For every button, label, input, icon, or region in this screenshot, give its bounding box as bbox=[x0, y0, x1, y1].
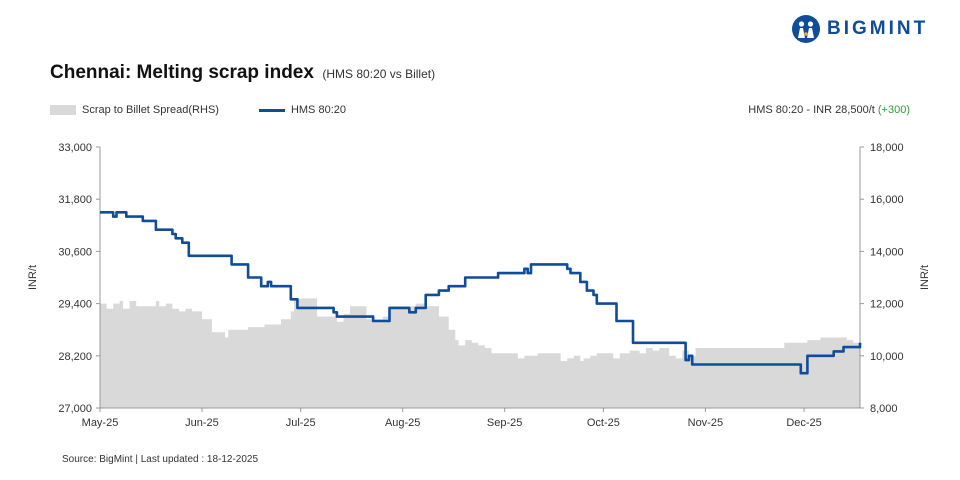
y-left-tick-label: 28,200 bbox=[58, 351, 92, 363]
y-right-tick-label: 18,000 bbox=[870, 142, 904, 154]
latest-price-label: HMS 80:20 - INR 28,500/t bbox=[748, 104, 878, 116]
x-tick-label: Dec-25 bbox=[786, 417, 821, 429]
latest-price: HMS 80:20 - INR 28,500/t (+300) bbox=[748, 104, 910, 116]
y-right-axis-title: INR/t bbox=[919, 265, 931, 290]
y-right-tick-label: 16,000 bbox=[870, 194, 904, 206]
source-note: Source: BigMint | Last updated : 18-12-2… bbox=[62, 454, 259, 465]
people-logo-icon bbox=[792, 15, 820, 43]
x-tick-label: Sep-25 bbox=[487, 417, 522, 429]
legend-item-spread: Scrap to Billet Spread(RHS) bbox=[50, 104, 219, 116]
legend-label-hms: HMS 80:20 bbox=[290, 104, 346, 116]
chart-legend: Scrap to Billet Spread(RHS) HMS 80:20 bbox=[50, 104, 386, 116]
x-tick-label: Nov-25 bbox=[688, 417, 723, 429]
latest-price-change: (+300) bbox=[877, 104, 910, 116]
y-right-tick-label: 14,000 bbox=[870, 246, 904, 258]
legend-item-hms: HMS 80:20 bbox=[258, 104, 346, 116]
legend-label-spread: Scrap to Billet Spread(RHS) bbox=[82, 104, 219, 116]
spread-area bbox=[100, 298, 860, 408]
x-tick-label: Jun-25 bbox=[185, 417, 219, 429]
y-right-tick-label: 10,000 bbox=[870, 351, 904, 363]
page-title: Chennai: Melting scrap index bbox=[50, 62, 314, 83]
x-tick-label: Oct-25 bbox=[587, 417, 620, 429]
x-tick-label: Aug-25 bbox=[385, 417, 420, 429]
x-tick-label: Jul-25 bbox=[286, 417, 316, 429]
y-left-axis-title: INR/t bbox=[27, 265, 39, 290]
chart-title-row: Chennai: Melting scrap index (HMS 80:20 … bbox=[50, 62, 435, 84]
y-left-tick-label: 27,000 bbox=[58, 403, 92, 415]
y-right-tick-label: 8,000 bbox=[870, 403, 898, 415]
page-subtitle: (HMS 80:20 vs Billet) bbox=[322, 67, 436, 81]
hms-line bbox=[100, 211, 862, 375]
y-right-tick-label: 12,000 bbox=[870, 299, 904, 311]
brand-logo: BIGMINT bbox=[791, 14, 928, 44]
legend-swatch-hms bbox=[258, 108, 285, 112]
brand-name: BIGMINT bbox=[827, 18, 929, 39]
y-left-tick-label: 33,000 bbox=[58, 142, 92, 154]
y-left-tick-label: 29,400 bbox=[58, 299, 92, 311]
y-left-tick-label: 31,800 bbox=[58, 194, 92, 206]
y-left-tick-label: 30,600 bbox=[58, 246, 92, 258]
x-tick-label: May-25 bbox=[82, 417, 119, 429]
legend-swatch-spread bbox=[50, 105, 76, 115]
